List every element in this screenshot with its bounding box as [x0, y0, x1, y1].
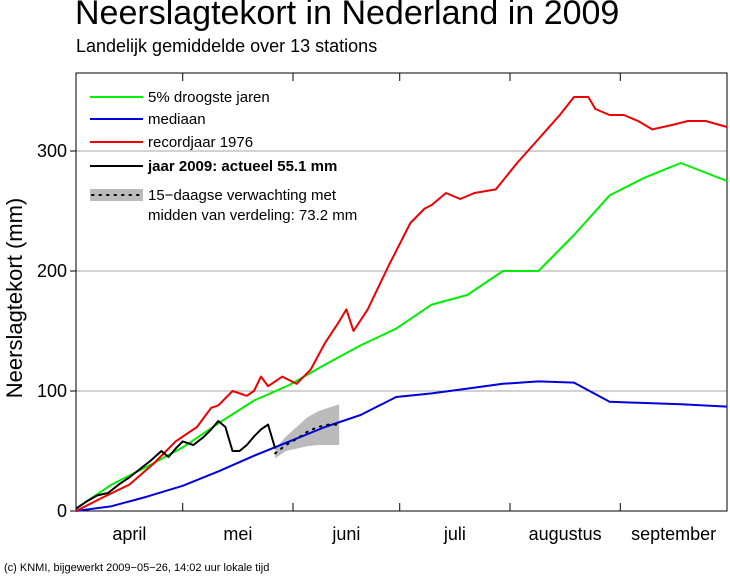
- x-tick-label: september: [631, 524, 716, 544]
- y-tick-label: 0: [57, 501, 67, 521]
- legend-label: mediaan: [148, 111, 206, 128]
- footer-credit: (c) KNMI, bijgewerkt 2009−05−26, 14:02 u…: [4, 562, 270, 574]
- forecast-median-line: [274, 423, 341, 455]
- x-tick-label: mei: [223, 524, 252, 544]
- chart-subtitle: Landelijk gemiddelde over 13 stations: [76, 36, 378, 56]
- series-line-record1976: [75, 96, 728, 512]
- y-axis-label: Neerslagtekort (mm): [2, 198, 27, 398]
- series-line-jaar2009: [75, 420, 277, 510]
- legend-label: midden van verdeling: 73.2 mm: [148, 207, 357, 224]
- legend-label: 5% droogste jaren: [148, 89, 270, 106]
- chart-title: Neerslagtekort in Nederland in 2009: [75, 0, 620, 32]
- series-line-mediaan: [75, 380, 728, 512]
- x-tick-label: augustus: [529, 524, 602, 544]
- y-tick-label: 100: [37, 381, 67, 401]
- chart-canvas: 0 100 200 300 Neerslagtekort (mm) april mei jun…: [2, 72, 728, 544]
- y-tick-label: 300: [37, 141, 67, 161]
- x-tick-label: april: [112, 524, 146, 544]
- legend-label: jaar 2009: actueel 55.1 mm: [147, 158, 337, 175]
- legend-label: recordjaar 1976: [148, 134, 253, 151]
- x-tick-label: juni: [331, 524, 360, 544]
- x-tick-label: juli: [443, 524, 466, 544]
- series-line-droog5: [75, 162, 728, 510]
- plot-frame: [75, 72, 728, 512]
- legend-label: 15−daagse verwachting met: [148, 187, 337, 204]
- y-tick-label: 200: [37, 261, 67, 281]
